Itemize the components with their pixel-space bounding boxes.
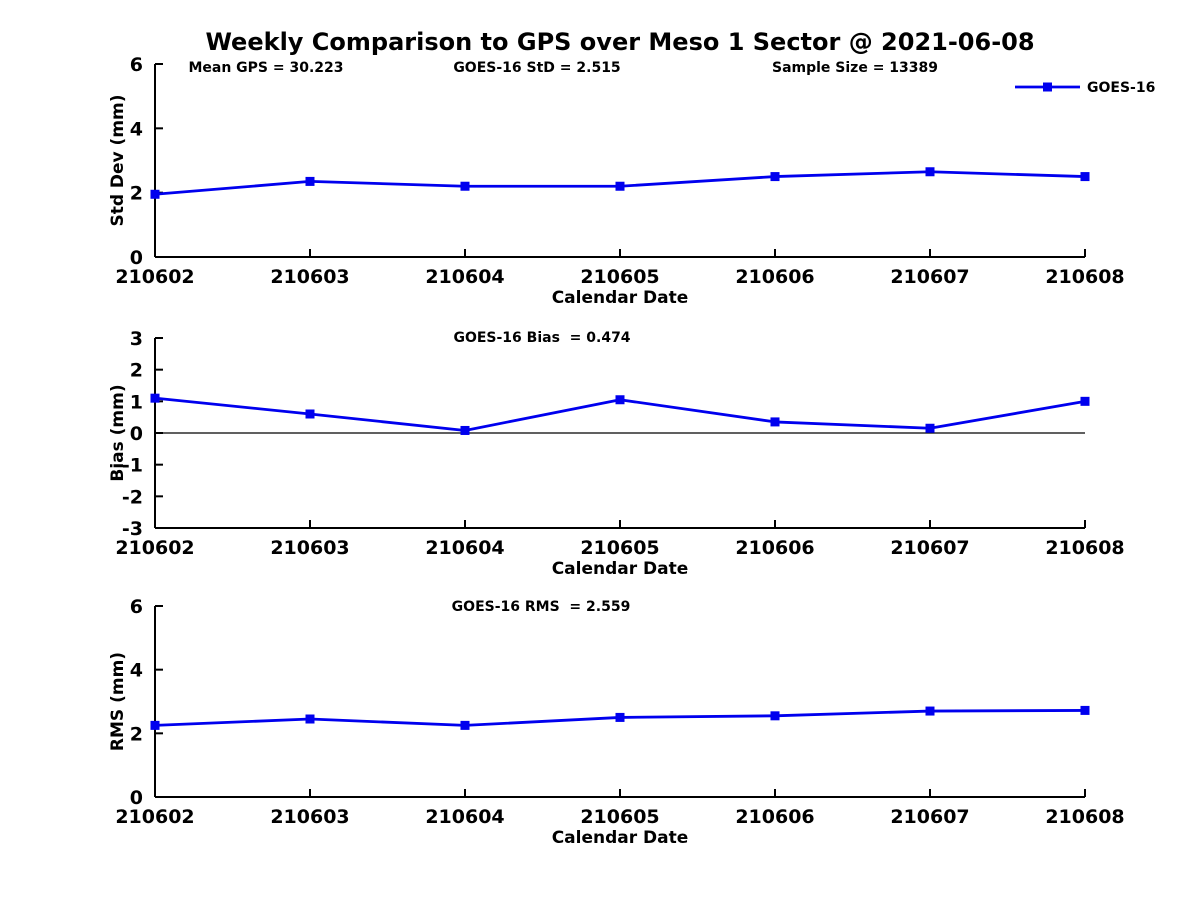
x-tick-label: 210602 xyxy=(115,537,194,559)
y-tick-label: 4 xyxy=(130,660,143,682)
y-tick-label: 1 xyxy=(130,391,143,413)
y-tick-label: 3 xyxy=(130,328,143,350)
data-point-marker xyxy=(770,172,780,182)
y-tick-label: -1 xyxy=(122,455,143,477)
annotation: GOES-16 StD = 2.515 xyxy=(453,60,620,76)
y-tick-label: 4 xyxy=(130,118,143,140)
x-tick-label: 210606 xyxy=(735,537,814,559)
data-point-marker xyxy=(770,417,780,427)
y-tick-label: 6 xyxy=(130,54,143,76)
data-point-marker xyxy=(150,189,160,199)
legend-marker xyxy=(1043,82,1052,92)
y-tick-label: 0 xyxy=(130,247,143,269)
data-point-marker xyxy=(460,720,470,730)
x-axis-title: Calendar Date xyxy=(552,828,689,848)
x-tick-label: 210608 xyxy=(1045,537,1124,559)
data-point-marker xyxy=(1080,396,1090,406)
x-tick-label: 210603 xyxy=(270,806,349,828)
y-tick-label: 6 xyxy=(130,596,143,618)
y-axis-title: RMS (mm) xyxy=(108,652,128,751)
y-axis-title: Std Dev (mm) xyxy=(108,94,128,226)
annotation: Sample Size = 13389 xyxy=(772,60,938,76)
legend-label: GOES-16 xyxy=(1087,80,1155,96)
data-point-marker xyxy=(615,181,625,191)
x-tick-label: 210602 xyxy=(115,266,194,288)
x-tick-label: 210604 xyxy=(425,537,504,559)
data-point-marker xyxy=(770,711,780,721)
y-tick-label: 0 xyxy=(130,423,143,445)
x-tick-label: 210607 xyxy=(890,537,969,559)
plot-rms: 0 2 4 6 210602 210603 210604 210605 210606 210607… xyxy=(108,596,1125,848)
data-point-marker xyxy=(925,167,935,177)
data-point-marker xyxy=(460,425,470,435)
x-tick-label: 210608 xyxy=(1045,266,1124,288)
data-point-marker xyxy=(305,409,315,419)
data-point-marker xyxy=(460,181,470,191)
x-tick-label: 210607 xyxy=(890,266,969,288)
y-tick-label: 0 xyxy=(130,787,143,809)
x-tick-label: 210606 xyxy=(735,266,814,288)
plot-bias: -3 -2 -1 0 1 2 3 210602 210603 210604 210605 210606… xyxy=(108,328,1125,579)
x-tick-label: 210603 xyxy=(270,266,349,288)
y-tick-label: -2 xyxy=(122,486,143,508)
y-axis-title: Bias (mm) xyxy=(108,384,128,481)
data-point-marker xyxy=(1080,172,1090,182)
x-tick-label: 210603 xyxy=(270,537,349,559)
x-tick-label: 210605 xyxy=(580,806,659,828)
data-point-marker xyxy=(615,395,625,405)
annotation: GOES-16 Bias = 0.474 xyxy=(453,330,630,346)
data-point-marker xyxy=(925,423,935,433)
x-tick-label: 210608 xyxy=(1045,806,1124,828)
plot-std-dev: 0 2 4 6 210602 210603 210604 210605 210606 210607… xyxy=(108,54,1155,308)
data-point-marker xyxy=(1080,705,1090,715)
x-axis-title: Calendar Date xyxy=(552,559,689,579)
data-point-marker xyxy=(615,712,625,722)
y-tick-label: -3 xyxy=(122,518,143,540)
x-tick-label: 210607 xyxy=(890,806,969,828)
data-point-marker xyxy=(305,176,315,186)
x-tick-label: 210602 xyxy=(115,806,194,828)
data-point-marker xyxy=(150,720,160,730)
annotation: Mean GPS = 30.223 xyxy=(188,60,343,76)
x-tick-label: 210605 xyxy=(580,266,659,288)
data-point-marker xyxy=(150,393,160,403)
x-axis-title: Calendar Date xyxy=(552,288,689,308)
y-tick-label: 2 xyxy=(130,360,143,382)
y-tick-label: 2 xyxy=(130,723,143,745)
annotation: GOES-16 RMS = 2.559 xyxy=(452,599,631,615)
x-tick-label: 210604 xyxy=(425,266,504,288)
legend: GOES-16 xyxy=(1015,80,1155,96)
x-tick-label: 210606 xyxy=(735,806,814,828)
data-point-marker xyxy=(925,706,935,716)
y-tick-label: 2 xyxy=(130,183,143,205)
data-point-marker xyxy=(305,714,315,724)
x-tick-label: 210605 xyxy=(580,537,659,559)
figure-title: Weekly Comparison to GPS over Meso 1 Sec… xyxy=(205,28,1035,56)
x-tick-label: 210604 xyxy=(425,806,504,828)
